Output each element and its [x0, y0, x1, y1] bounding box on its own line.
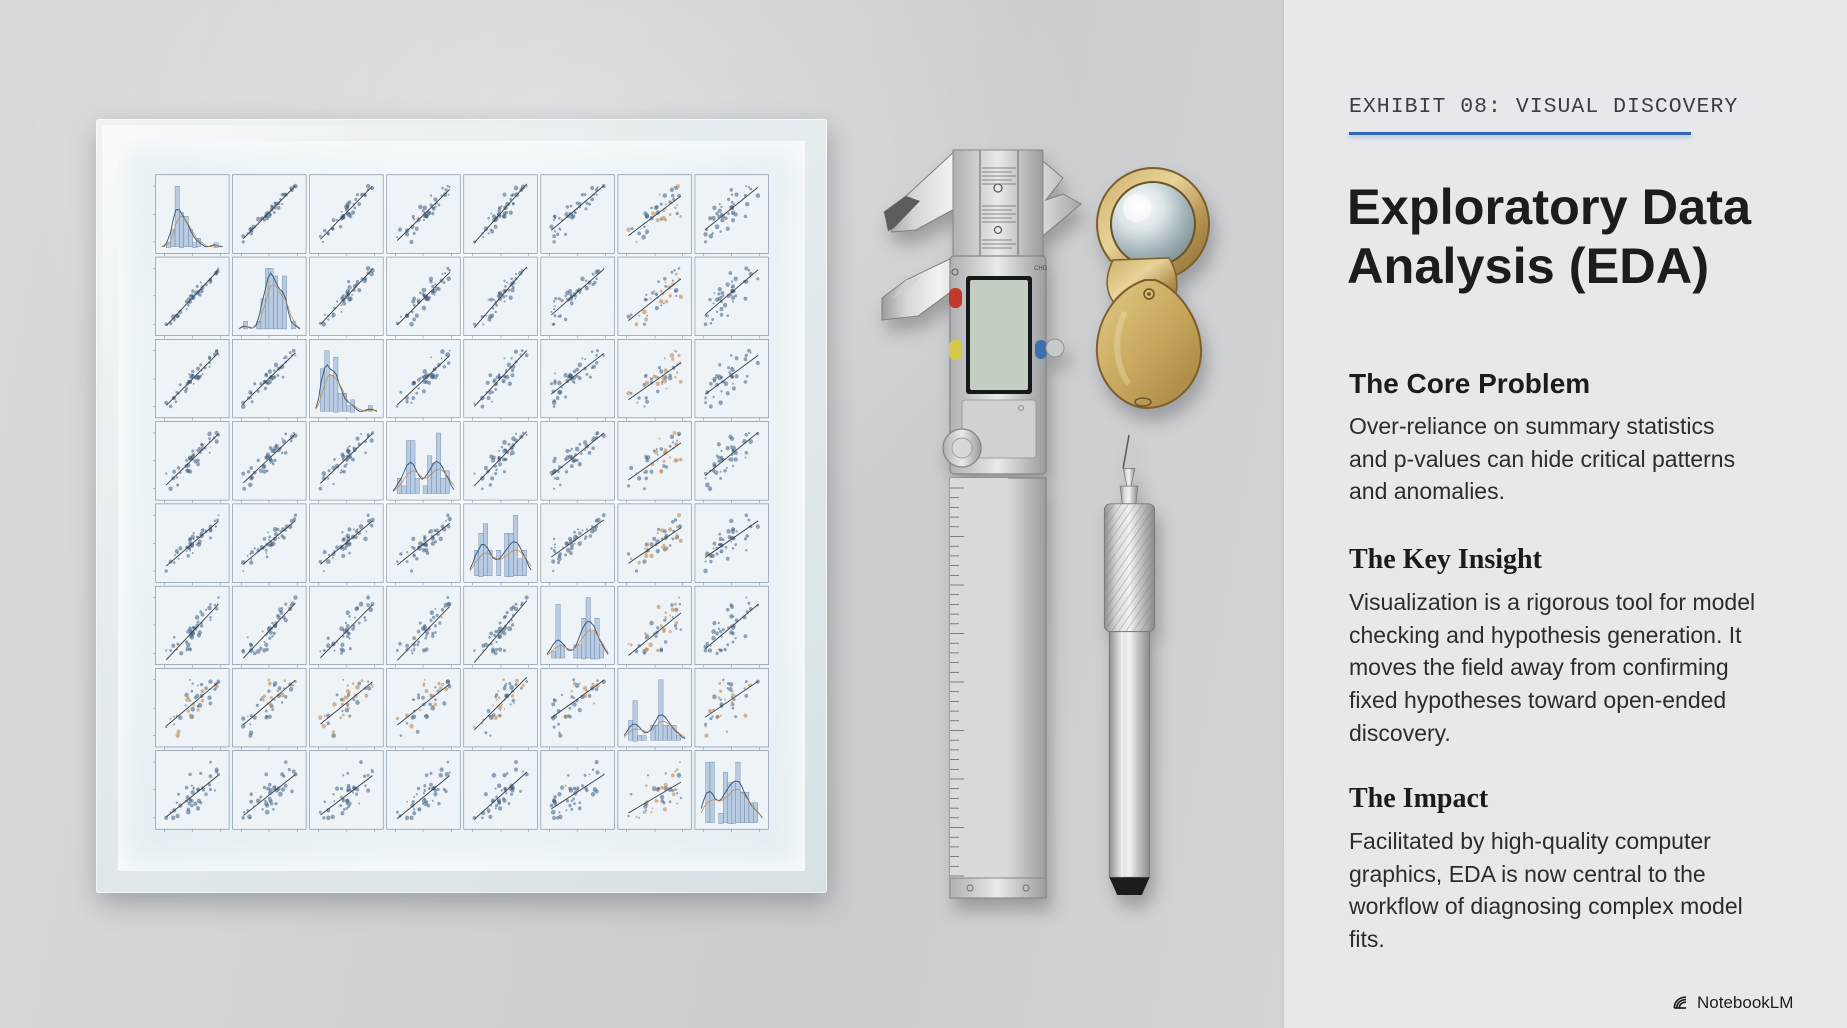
- svg-text:CHG: CHG: [1034, 266, 1048, 272]
